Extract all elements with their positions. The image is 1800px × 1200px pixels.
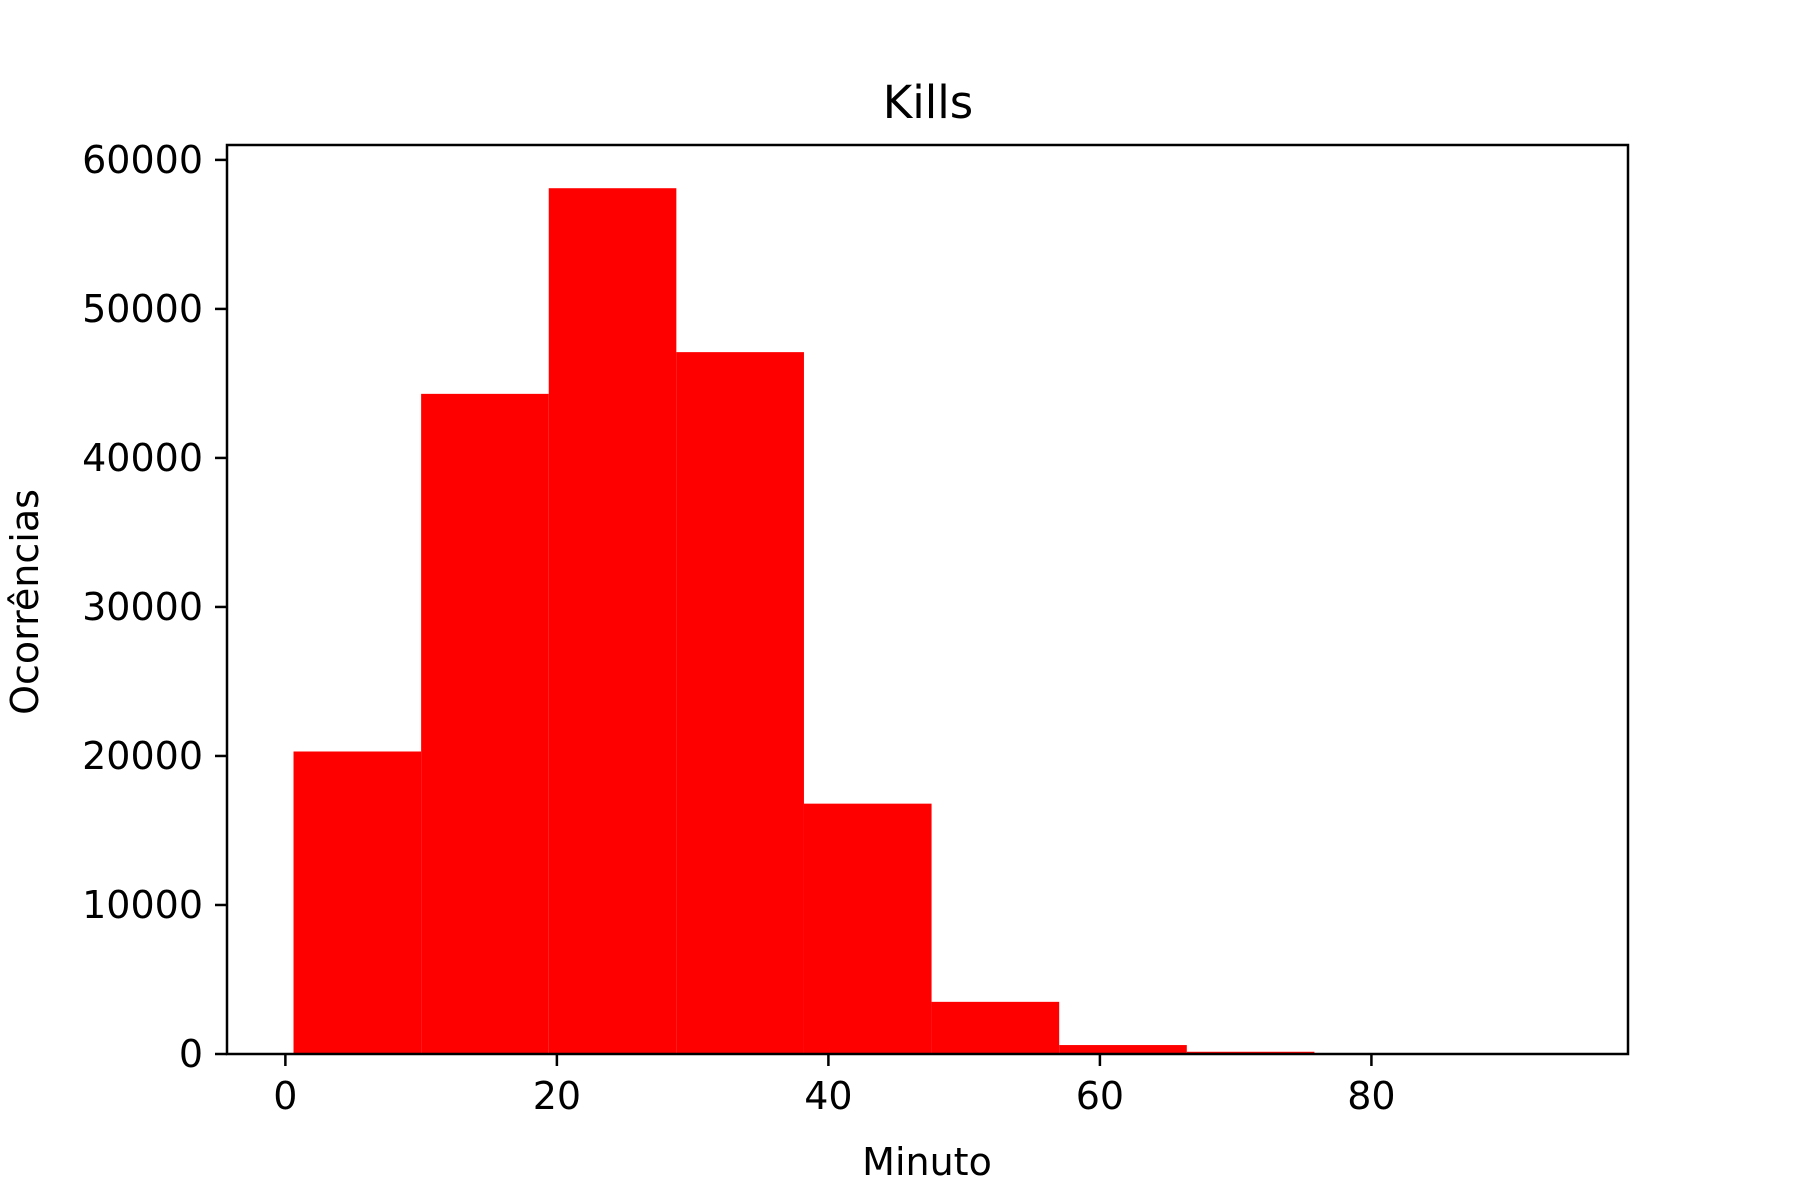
y-tick-label: 20000 bbox=[82, 734, 203, 778]
chart-title: Kills bbox=[883, 76, 973, 129]
y-tick-label: 30000 bbox=[82, 585, 203, 629]
x-axis-ticks: 0 20 40 60 80 bbox=[273, 1054, 1396, 1118]
y-tick-label: 60000 bbox=[82, 138, 203, 182]
histogram-bar-2 bbox=[421, 393, 549, 1054]
bars bbox=[293, 188, 1570, 1055]
y-axis-ticks: 0 10000 20000 30000 40000 50000 60000 bbox=[82, 138, 227, 1076]
y-tick-label: 50000 bbox=[82, 287, 203, 331]
y-tick-label: 10000 bbox=[82, 883, 203, 927]
histogram-bar-3 bbox=[548, 188, 677, 1055]
x-axis-label: Minuto bbox=[862, 1140, 992, 1184]
histogram-bar-4 bbox=[676, 352, 804, 1054]
x-tick-label: 60 bbox=[1076, 1074, 1124, 1118]
x-tick-label: 0 bbox=[273, 1074, 297, 1118]
histogram-bar-6 bbox=[931, 1001, 1060, 1054]
plot-frame bbox=[225, 143, 1630, 1056]
y-axis-label: Ocorrências bbox=[3, 489, 47, 715]
histogram-bar-5 bbox=[803, 803, 932, 1054]
x-tick-label: 40 bbox=[804, 1074, 852, 1118]
y-tick-label: 40000 bbox=[82, 436, 203, 480]
x-tick-label: 80 bbox=[1347, 1074, 1395, 1118]
y-tick-label: 0 bbox=[179, 1032, 203, 1076]
histogram-bar-1 bbox=[293, 751, 422, 1054]
x-tick-label: 20 bbox=[533, 1074, 581, 1118]
histogram-bar-7 bbox=[1059, 1045, 1187, 1054]
